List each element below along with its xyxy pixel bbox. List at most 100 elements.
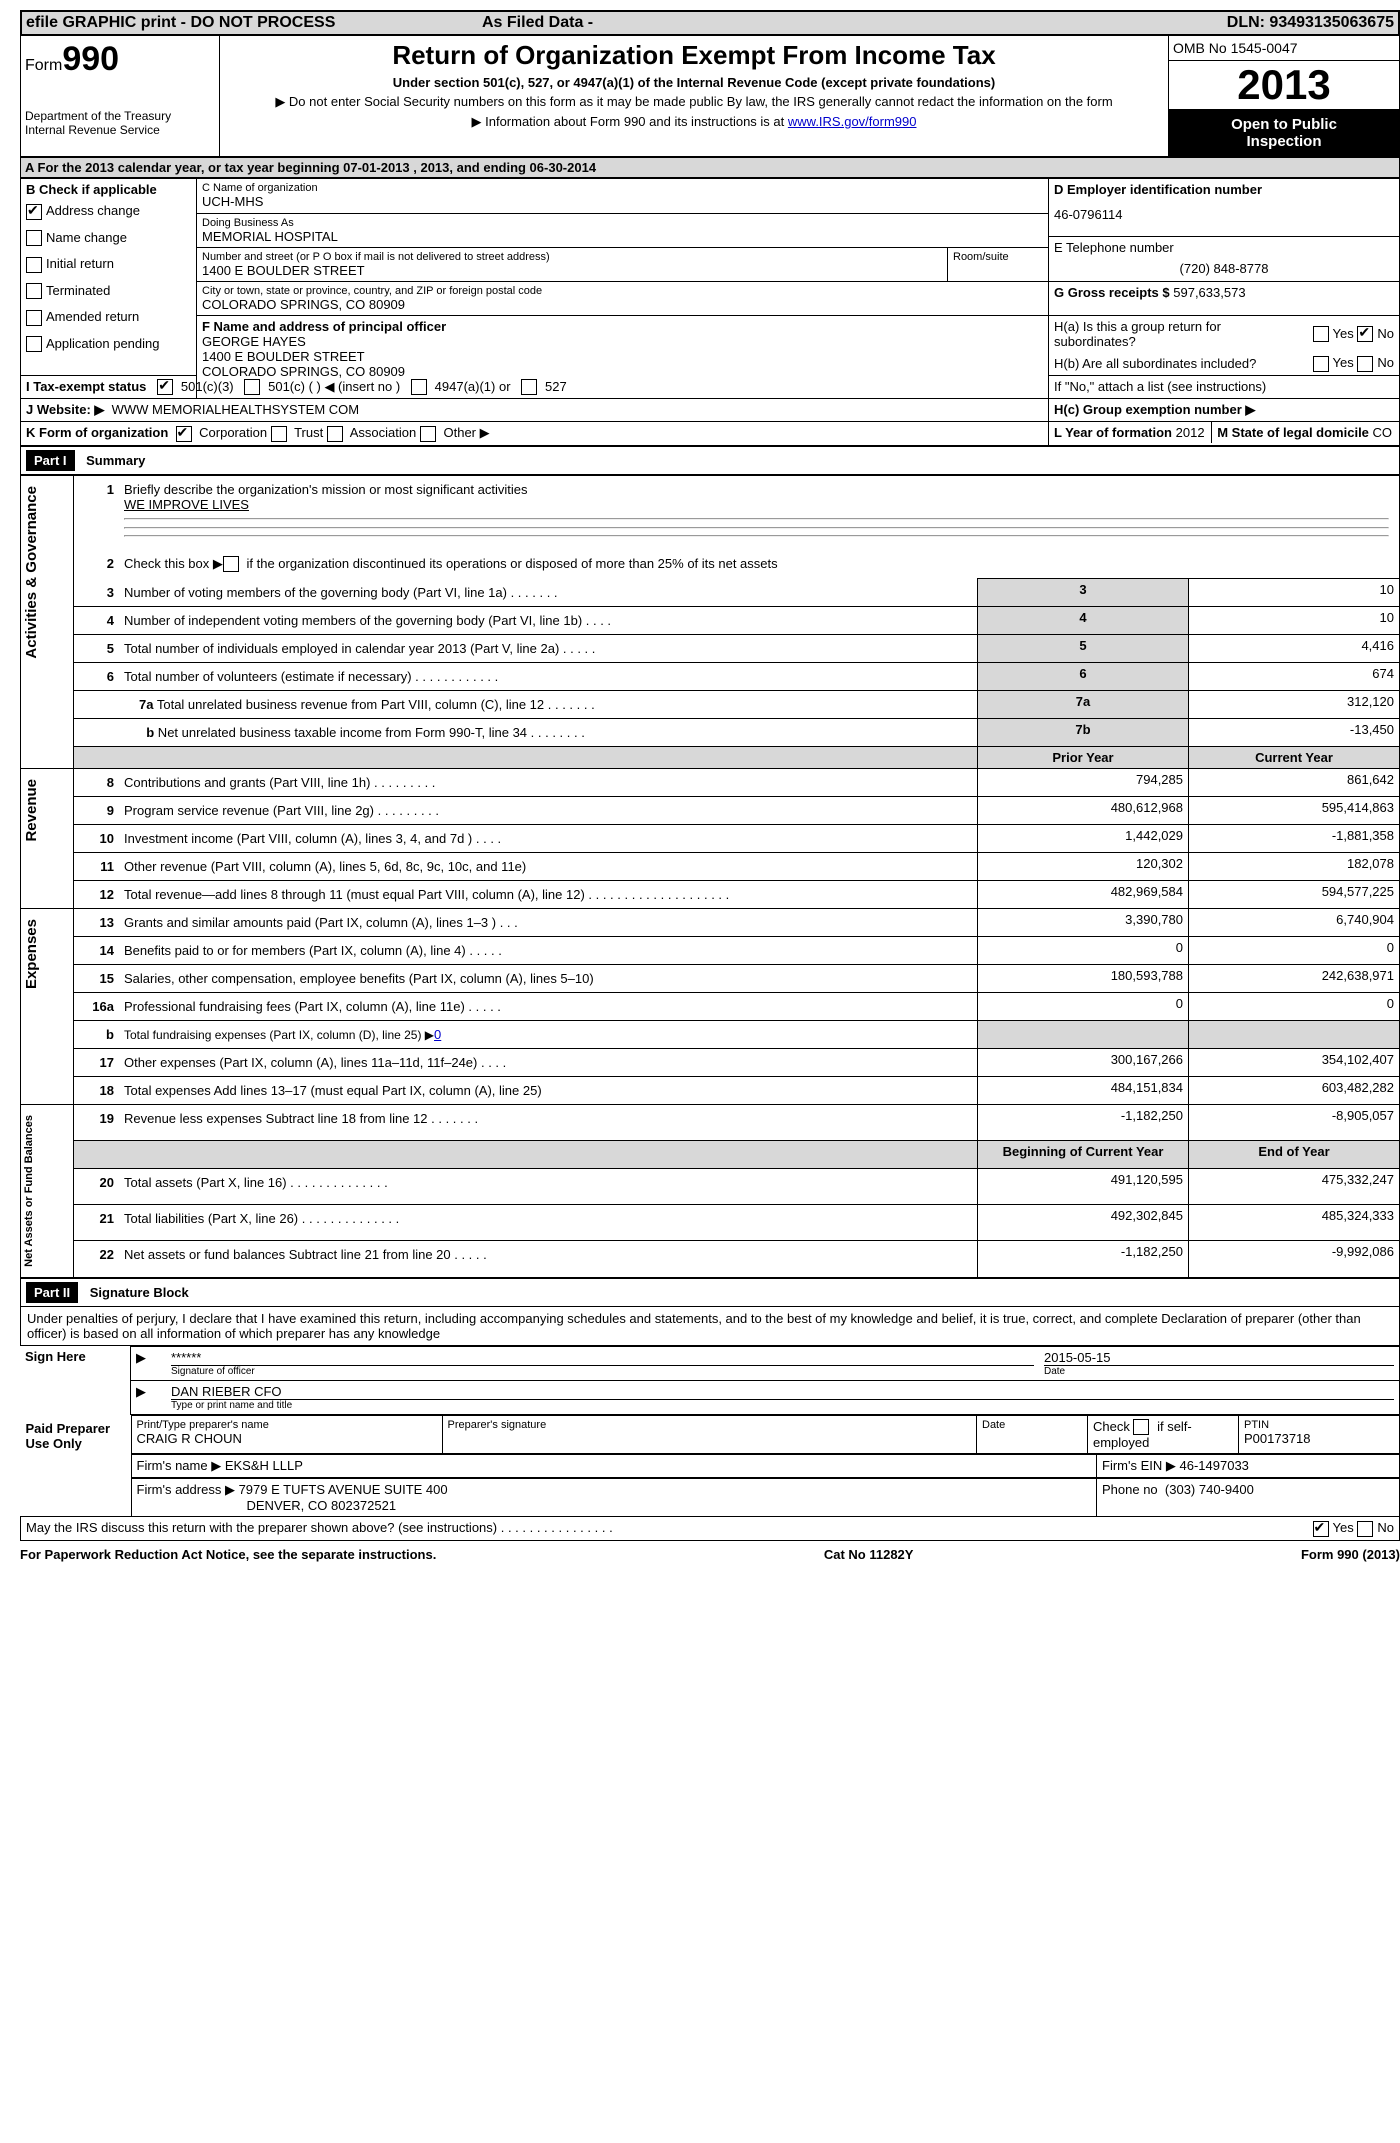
- header-center: Return of Organization Exempt From Incom…: [220, 36, 1168, 156]
- section-g: G Gross receipts $ 597,633,573: [1049, 282, 1400, 316]
- exp16a-desc: Professional fundraising fees (Part IX, …: [119, 996, 972, 1017]
- paid-preparer-block: Paid Preparer Use Only Print/Type prepar…: [20, 1415, 1400, 1541]
- tax-year: 2013: [1169, 61, 1399, 110]
- top-bar-right: DLN: 93493135063675: [938, 14, 1394, 32]
- hb-no: No: [1377, 355, 1394, 370]
- chk-address-change[interactable]: [26, 204, 42, 220]
- chk-501c3[interactable]: [157, 379, 173, 395]
- header-left: Form990 Department of the Treasury Inter…: [21, 36, 220, 156]
- discuss-label: May the IRS discuss this return with the…: [26, 1520, 613, 1535]
- line2-num: 2: [79, 553, 119, 576]
- line1-num: 1: [79, 479, 119, 547]
- section-j: J Website: ▶ WWW MEMORIALHEALTHSYSTEM CO…: [21, 399, 1049, 422]
- domicile-label: M State of legal domicile: [1217, 425, 1369, 440]
- exp16b-link[interactable]: 0: [434, 1027, 441, 1042]
- chk-app-pending[interactable]: [26, 336, 42, 352]
- rev11-prior: 120,302: [978, 852, 1189, 880]
- firm-ein: 46-1497033: [1180, 1458, 1249, 1473]
- exp17-desc: Other expenses (Part IX, column (A), lin…: [119, 1052, 972, 1073]
- net21-begin: 492,302,845: [978, 1205, 1189, 1241]
- irs-link[interactable]: www.IRS.gov/form990: [788, 114, 917, 129]
- city-value: COLORADO SPRINGS, CO 80909: [202, 297, 1043, 312]
- part1-title: Summary: [78, 450, 153, 471]
- officer-addr1: 1400 E BOULDER STREET: [202, 349, 1043, 364]
- chk-initial-return[interactable]: [26, 257, 42, 273]
- chk-ha-no[interactable]: [1357, 326, 1373, 342]
- opt-corp: Corporation: [199, 425, 267, 440]
- exp16a-prior: 0: [978, 992, 1189, 1020]
- lbl-amended: Amended return: [46, 309, 139, 324]
- exp16b-curr: [1189, 1020, 1400, 1048]
- inspection-line2: Inspection: [1246, 133, 1321, 150]
- officer-label: F Name and address of principal officer: [202, 319, 1043, 334]
- phone-value: (720) 848-8778: [1054, 261, 1394, 276]
- chk-line2[interactable]: [223, 556, 239, 572]
- part2-header-row: Part II Signature Block: [20, 1278, 1400, 1307]
- lbl-address-change: Address change: [46, 203, 140, 218]
- line7a-desc: 7a Total unrelated business revenue from…: [134, 694, 972, 715]
- net21-end: 485,324,333: [1189, 1205, 1400, 1241]
- exp15-prior: 180,593,788: [978, 964, 1189, 992]
- footer-mid: Cat No 11282Y: [824, 1547, 914, 1562]
- form-title: Return of Organization Exempt From Incom…: [228, 40, 1160, 71]
- firm-ein-label: Firm's EIN ▶: [1102, 1458, 1176, 1473]
- gross-label: G Gross receipts $: [1054, 285, 1170, 300]
- chk-ha-yes[interactable]: [1313, 326, 1329, 342]
- tax-status-label: I Tax-exempt status: [26, 379, 146, 394]
- year-formation-value: 2012: [1176, 425, 1205, 440]
- irs-line: Internal Revenue Service: [25, 123, 215, 137]
- side-net: Net Assets or Fund Balances: [21, 1105, 37, 1277]
- hb-label: H(b) Are all subordinates included?: [1054, 356, 1256, 371]
- exp16b-desc: Total fundraising expenses (Part IX, col…: [119, 1024, 972, 1045]
- chk-trust[interactable]: [271, 426, 287, 442]
- chk-corp[interactable]: [176, 426, 192, 442]
- rev12-desc: Total revenue—add lines 8 through 11 (mu…: [119, 884, 972, 905]
- exp19-prior: -1,182,250: [978, 1104, 1189, 1140]
- line3-box: 3: [978, 579, 1189, 607]
- hb-yes: Yes: [1333, 355, 1354, 370]
- sig-officer-label: Signature of officer: [171, 1365, 1034, 1377]
- opt-trust: Trust: [294, 425, 323, 440]
- exp14-curr: 0: [1189, 936, 1400, 964]
- exp16b-prior: [978, 1020, 1189, 1048]
- top-bar-left: efile GRAPHIC print - DO NOT PROCESS: [26, 14, 482, 32]
- end-year-header: End of Year: [1189, 1140, 1400, 1168]
- line7b-desc: b Net unrelated business taxable income …: [134, 722, 972, 743]
- chk-other[interactable]: [420, 426, 436, 442]
- firm-addr2: DENVER, CO 802372521: [247, 1498, 397, 1513]
- chk-discuss-no[interactable]: [1357, 1521, 1373, 1537]
- exp13-curr: 6,740,904: [1189, 908, 1400, 936]
- rev9-desc: Program service revenue (Part VIII, line…: [119, 800, 972, 821]
- mission-label: Briefly describe the organization's miss…: [124, 482, 527, 497]
- prep-name: CRAIG R CHOUN: [137, 1431, 437, 1446]
- rev8-desc: Contributions and grants (Part VIII, lin…: [119, 772, 972, 793]
- net22-desc: Net assets or fund balances Subtract lin…: [119, 1244, 972, 1265]
- spacer: [74, 746, 978, 768]
- chk-501c[interactable]: [244, 379, 260, 395]
- chk-527[interactable]: [521, 379, 537, 395]
- form-word: Form: [25, 57, 62, 74]
- side-activities: Activities & Governance: [21, 476, 42, 669]
- chk-discuss-yes[interactable]: [1313, 1521, 1329, 1537]
- chk-name-change[interactable]: [26, 230, 42, 246]
- chk-hb-no[interactable]: [1357, 356, 1373, 372]
- chk-assoc[interactable]: [327, 426, 343, 442]
- chk-amended[interactable]: [26, 310, 42, 326]
- chk-hb-yes[interactable]: [1313, 356, 1329, 372]
- section-a: A For the 2013 calendar year, or tax yea…: [20, 156, 1400, 178]
- line4-val: 10: [1189, 606, 1400, 634]
- rev12-curr: 594,577,225: [1189, 880, 1400, 908]
- section-k: K Form of organization Corporation Trust…: [21, 422, 1049, 446]
- exp18-prior: 484,151,834: [978, 1076, 1189, 1104]
- chk-4947[interactable]: [411, 379, 427, 395]
- chk-self-emp[interactable]: [1133, 1419, 1149, 1435]
- line3-val: 10: [1189, 579, 1400, 607]
- header-note1: ▶ Do not enter Social Security numbers o…: [228, 94, 1160, 110]
- line6-box: 6: [978, 662, 1189, 690]
- rev8-prior: 794,285: [978, 768, 1189, 796]
- addr-value: 1400 E BOULDER STREET: [202, 263, 942, 278]
- chk-terminated[interactable]: [26, 283, 42, 299]
- header-right: OMB No 1545-0047 2013 Open to Public Ins…: [1168, 36, 1399, 156]
- net22-end: -9,992,086: [1189, 1241, 1400, 1277]
- firm-phone: (303) 740-9400: [1165, 1482, 1254, 1497]
